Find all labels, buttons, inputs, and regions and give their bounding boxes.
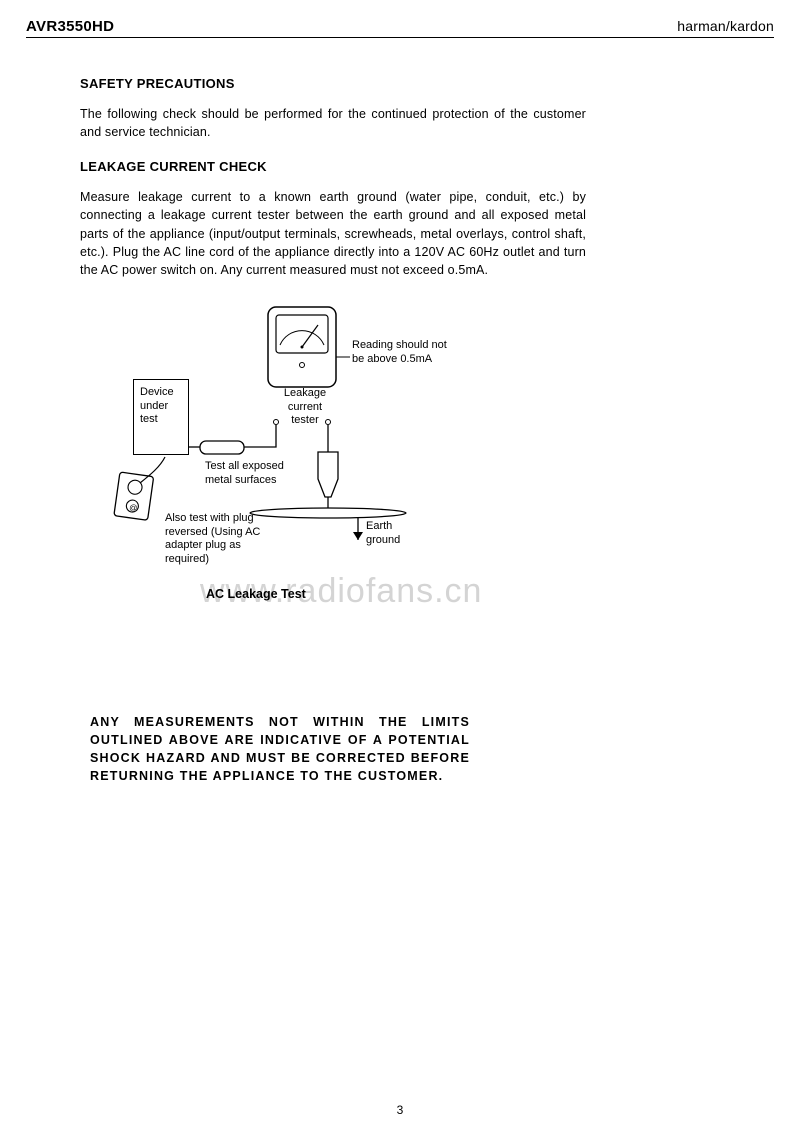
- safety-paragraph: The following check should be performed …: [80, 105, 586, 141]
- leakage-heading: LEAKAGE CURRENT CHECK: [80, 159, 586, 174]
- diagram-caption: AC Leakage Test: [206, 587, 306, 601]
- ac-leakage-diagram: @ Device under test Leakage current test…: [80, 297, 586, 617]
- model-number: AVR3550HD: [26, 18, 114, 35]
- tester-label: Leakage current tester: [278, 387, 332, 428]
- test-surfaces-label: Test all exposed metal surfaces: [205, 460, 295, 488]
- device-box: Device under test: [133, 379, 189, 455]
- svg-text:@: @: [129, 503, 138, 513]
- plug-note-label: Also test with plug reversed (Using AC a…: [165, 512, 275, 567]
- device-label: Device under test: [140, 386, 174, 426]
- leakage-paragraph: Measure leakage current to a known earth…: [80, 188, 586, 279]
- earth-ground-label: Earth ground: [366, 520, 426, 548]
- safety-heading: SAFETY PRECAUTIONS: [80, 76, 586, 91]
- page-header: AVR3550HD harman/kardon: [26, 18, 774, 38]
- brand-name: harman/kardon: [677, 18, 774, 34]
- reading-label: Reading should not be above 0.5mA: [352, 339, 448, 367]
- page-number: 3: [0, 1103, 800, 1117]
- warning-paragraph: ANY MEASUREMENTS NOT WITHIN THE LIMITS O…: [90, 713, 470, 786]
